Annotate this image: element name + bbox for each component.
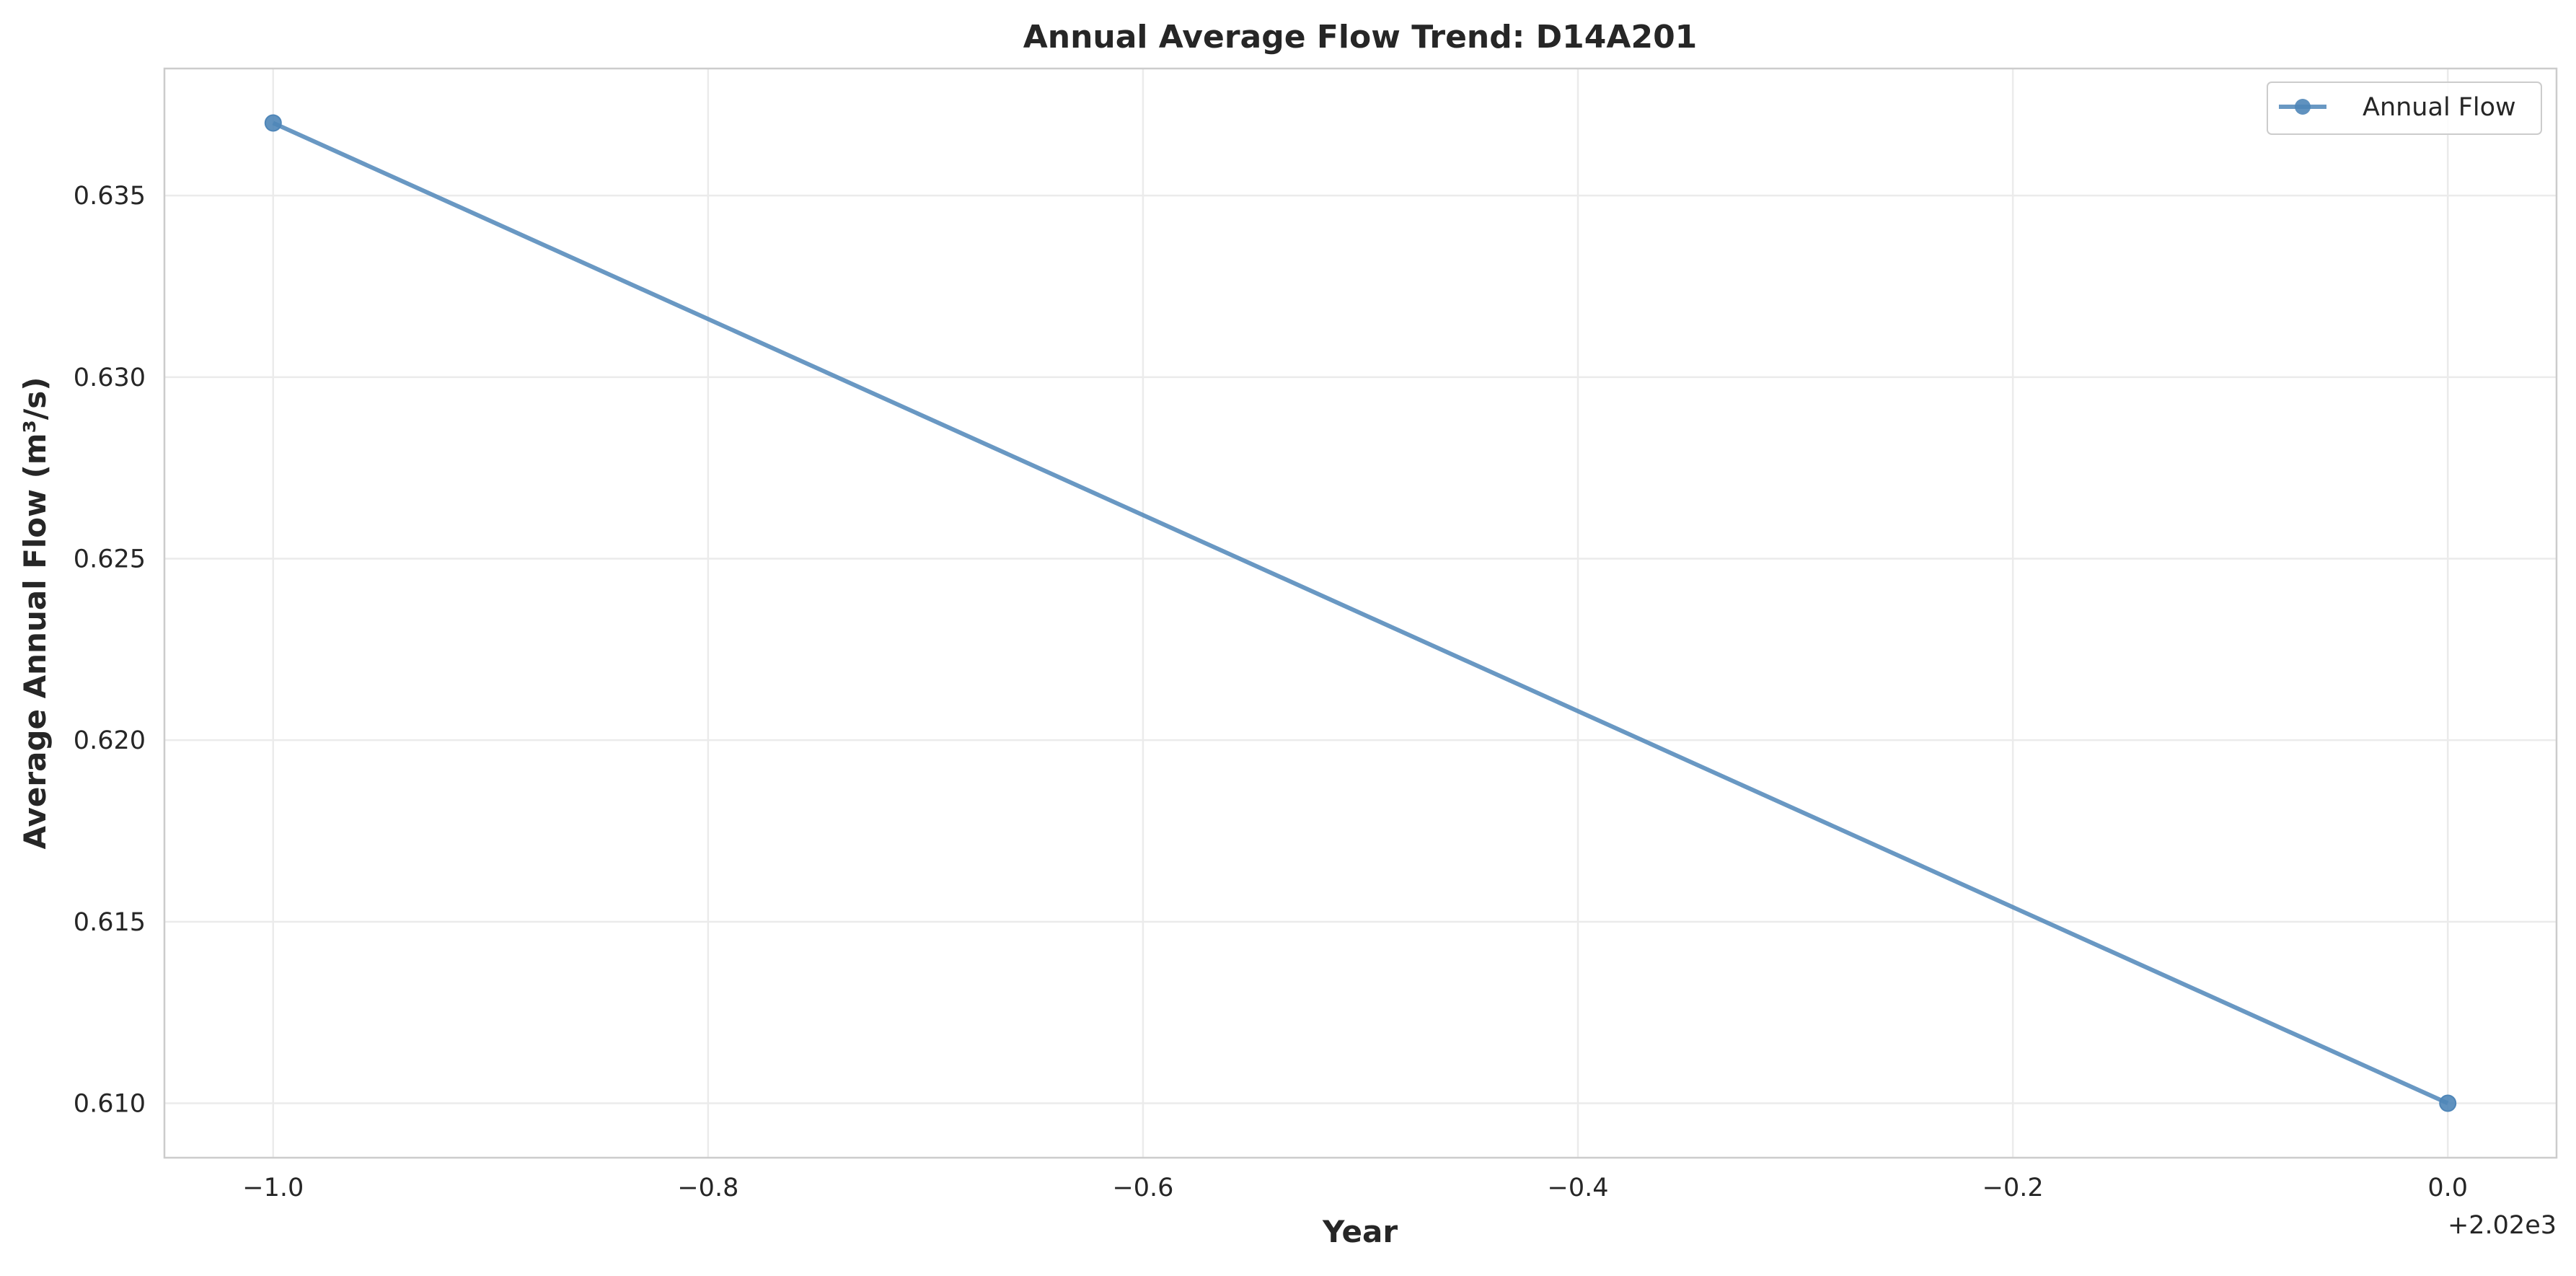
data-point-marker bbox=[2439, 1094, 2457, 1112]
x-tick-label: −0.2 bbox=[1982, 1174, 2044, 1202]
x-axis-ticks: −1.0 −0.8 −0.6 −0.4 −0.2 0.0 bbox=[242, 1174, 2468, 1202]
y-tick-label: 0.615 bbox=[74, 908, 146, 937]
legend-frame bbox=[2267, 82, 2542, 135]
series-layer bbox=[264, 114, 2457, 1112]
x-tick-label: −0.6 bbox=[1112, 1174, 1173, 1202]
y-tick-label: 0.625 bbox=[74, 545, 146, 574]
x-axis-offset-label: +2.02e3 bbox=[2448, 1211, 2557, 1240]
legend-label-annual-flow: Annual Flow bbox=[2363, 93, 2516, 122]
y-axis-label: Average Annual Flow (m³/s) bbox=[17, 377, 53, 850]
series-line-annual-flow bbox=[272, 120, 2449, 1106]
x-tick-label: −0.4 bbox=[1548, 1174, 1609, 1202]
x-axis-label: Year bbox=[1322, 1214, 1398, 1249]
legend: Annual Flow bbox=[2267, 82, 2542, 135]
plot-area-frame bbox=[163, 67, 2558, 1159]
y-tick-label: 0.635 bbox=[74, 182, 146, 211]
y-tick-label: 0.630 bbox=[74, 364, 146, 392]
x-tick-label: 0.0 bbox=[2427, 1174, 2468, 1202]
y-axis-ticks: 0.610 0.615 0.620 0.625 0.630 0.635 bbox=[74, 182, 146, 1118]
x-tick-label: −1.0 bbox=[242, 1174, 304, 1202]
y-tick-label: 0.610 bbox=[74, 1090, 146, 1119]
grid-lines bbox=[164, 69, 2557, 1158]
data-point-marker bbox=[264, 114, 282, 132]
chart-title: Annual Average Flow Trend: D14A201 bbox=[1023, 19, 1698, 56]
x-tick-label: −0.8 bbox=[677, 1174, 738, 1202]
legend-marker-swatch bbox=[2295, 99, 2311, 115]
y-tick-label: 0.620 bbox=[74, 726, 146, 755]
